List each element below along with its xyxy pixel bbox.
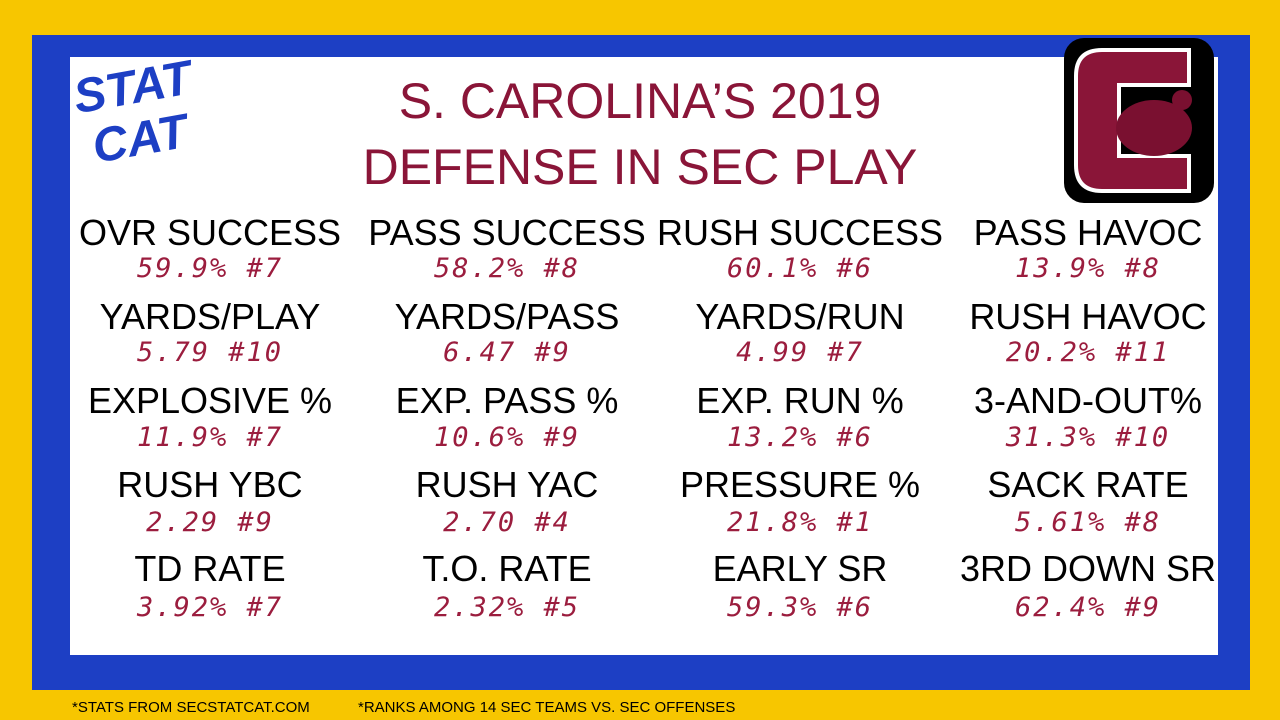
stat-value: 5.61% #8 bbox=[1014, 507, 1162, 538]
team-logo bbox=[1064, 38, 1214, 203]
stat-label: RUSH YAC bbox=[415, 464, 599, 505]
stat-value: 4.99 #7 bbox=[736, 337, 864, 368]
stat-value: 3.92% #7 bbox=[136, 592, 284, 623]
footnote: *RANKS AMONG 14 SEC TEAMS VS. SEC OFFENS… bbox=[358, 699, 736, 716]
stat-label: 3RD DOWN SR bbox=[959, 548, 1216, 589]
stat-value: 21.8% #1 bbox=[726, 507, 874, 538]
stat-value: 6.47 #9 bbox=[443, 337, 571, 368]
stat-label: RUSH YBC bbox=[117, 464, 303, 505]
stat-value: 62.4% #9 bbox=[1014, 592, 1162, 623]
stat-label: SACK RATE bbox=[987, 464, 1189, 505]
stat-label: EARLY SR bbox=[712, 548, 888, 589]
stat-label: YARDS/PLAY bbox=[99, 296, 321, 337]
stat-value: 2.32% #5 bbox=[433, 592, 581, 623]
stat-label: YARDS/RUN bbox=[695, 296, 905, 337]
stat-value: 31.3% #10 bbox=[1005, 422, 1171, 453]
stat-label: TD RATE bbox=[134, 548, 286, 589]
stat-label: EXPLOSIVE % bbox=[87, 380, 333, 421]
stat-label: T.O. RATE bbox=[422, 548, 592, 589]
stat-value: 59.9% #7 bbox=[136, 253, 284, 284]
stat-label: PASS SUCCESS bbox=[368, 212, 646, 253]
stat-value: 13.2% #6 bbox=[726, 422, 874, 453]
stat-value: 2.29 #9 bbox=[146, 507, 274, 538]
stat-label: PASS HAVOC bbox=[973, 212, 1203, 253]
stat-label: RUSH SUCCESS bbox=[656, 212, 944, 253]
stat-label: PRESSURE % bbox=[679, 464, 921, 505]
stat-label: 3-AND-OUT% bbox=[973, 380, 1202, 421]
stat-value: 58.2% #8 bbox=[433, 253, 581, 284]
stat-value: 2.70 #4 bbox=[443, 507, 571, 538]
stat-value: 11.9% #7 bbox=[136, 422, 284, 453]
stat-value: 5.79 #10 bbox=[136, 337, 284, 368]
stat-value: 10.6% #9 bbox=[433, 422, 581, 453]
stat-label: EXP. RUN % bbox=[696, 380, 904, 421]
stat-value: 13.9% #8 bbox=[1014, 253, 1162, 284]
stat-value: 59.3% #6 bbox=[726, 592, 874, 623]
footnote: *STATS FROM SECSTATCAT.COM bbox=[72, 699, 310, 716]
stat-label: RUSH HAVOC bbox=[969, 296, 1207, 337]
stat-label: YARDS/PASS bbox=[394, 296, 620, 337]
title-line: DEFENSE IN SEC PLAY bbox=[362, 139, 918, 195]
stat-value: 60.1% #6 bbox=[726, 253, 874, 284]
white-panel bbox=[70, 57, 1218, 655]
stat-label: OVR SUCCESS bbox=[78, 212, 342, 253]
title-line: S. CAROLINA’S 2019 bbox=[398, 73, 882, 129]
stat-value: 20.2% #11 bbox=[1005, 337, 1171, 368]
stat-label: EXP. PASS % bbox=[395, 380, 619, 421]
